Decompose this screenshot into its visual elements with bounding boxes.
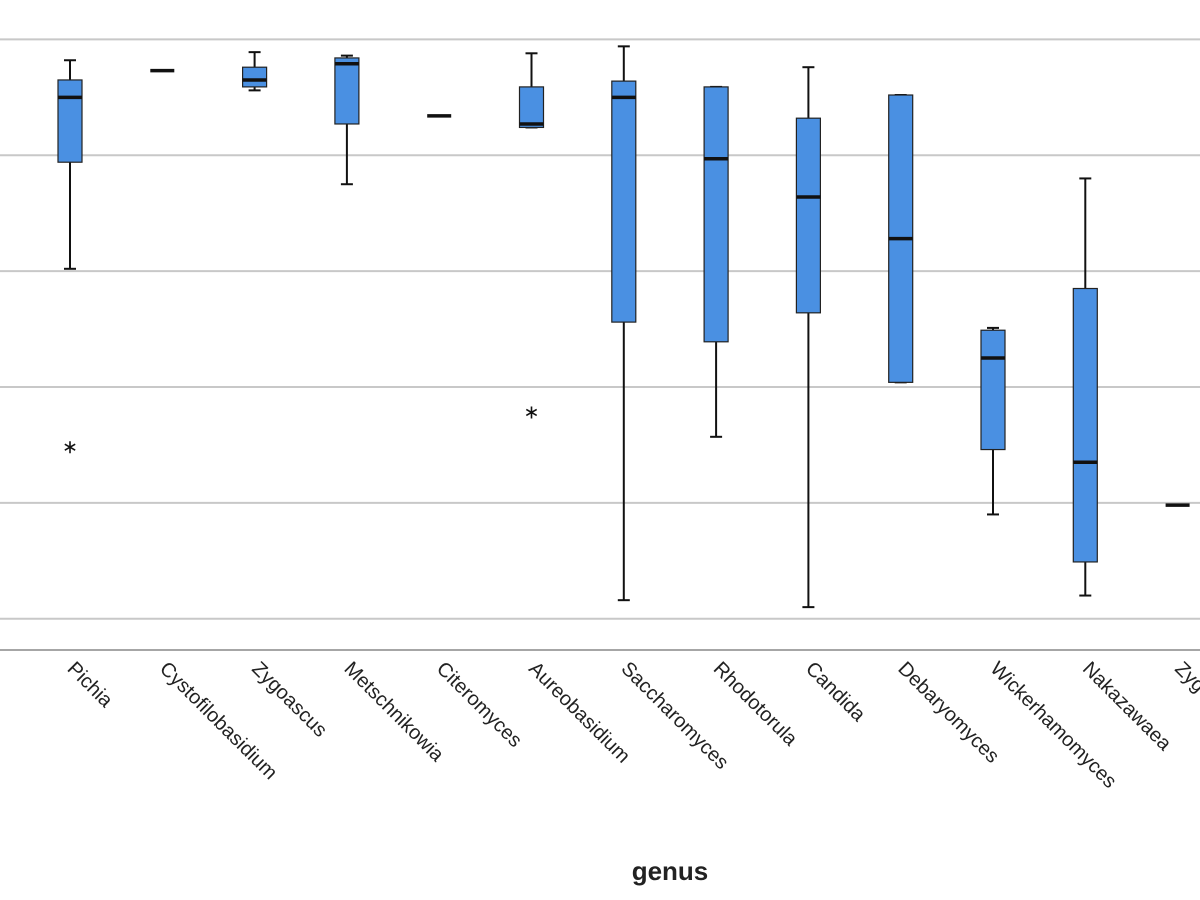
x-tick-label: Rhodotorula — [709, 658, 802, 751]
box — [1072, 287, 1098, 563]
box — [703, 86, 729, 343]
x-tick-label: Zyg — [1170, 658, 1200, 697]
x-tick-label: Zygoascus — [247, 658, 331, 742]
box — [980, 329, 1006, 451]
x-tick-label: Pichia — [63, 658, 118, 713]
box — [57, 79, 83, 163]
box — [242, 66, 268, 88]
outlier — [64, 441, 76, 454]
box — [334, 57, 360, 125]
box — [795, 117, 822, 314]
outlier — [525, 406, 538, 419]
box — [611, 80, 637, 323]
x-tick-label: Metschnikowia — [340, 658, 449, 767]
x-tick-label: Nakazawaea — [1078, 658, 1176, 756]
x-tick-label: Citeromyces — [432, 658, 526, 752]
x-tick-label: Candida — [801, 658, 870, 727]
x-axis-title: genus — [632, 856, 709, 886]
box — [518, 86, 545, 129]
